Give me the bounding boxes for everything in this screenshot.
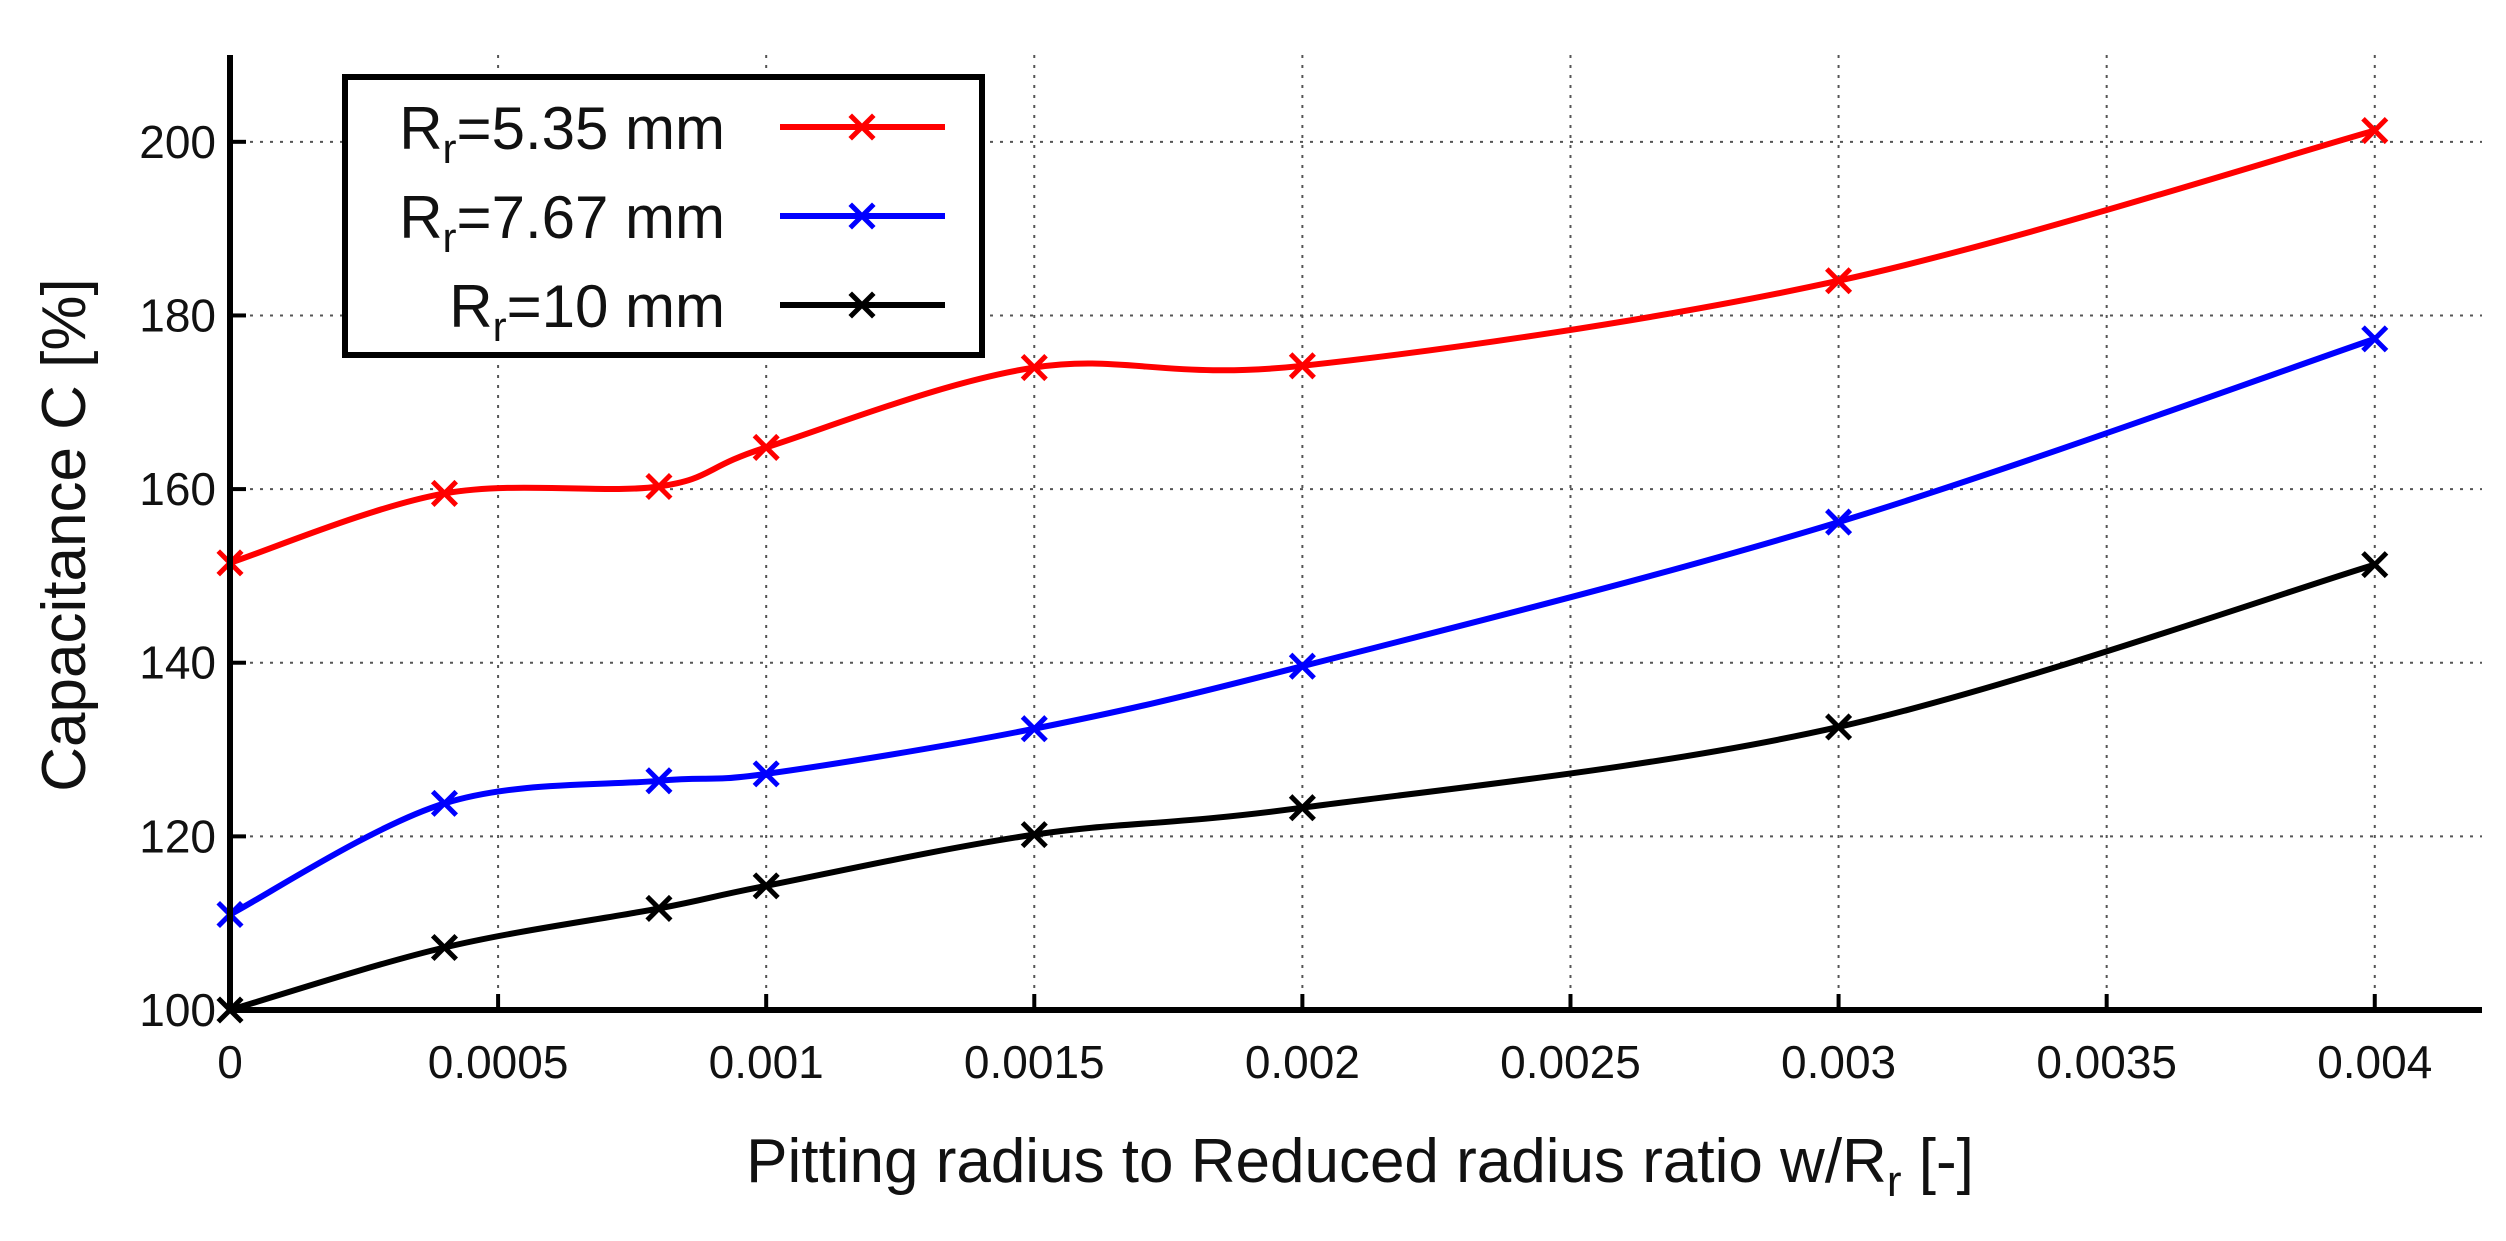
y-tick-label-3: 160 [139,463,216,515]
series-3-point-7-stroke-b [2361,551,2389,579]
series-1-point-5-stroke-b [1288,352,1316,380]
series-3-point-1-stroke-b [430,933,459,962]
series-3-point-6-stroke-b [1825,713,1853,741]
series-1-point-3-stroke-b [752,433,780,461]
legend-label-series-2-suffix: =7.67 mm [457,184,725,251]
series-2-point-4 [1020,715,1048,743]
series-2-point-5-stroke-b [1288,652,1316,680]
y-axis-title: Capacitance C [%] [30,278,99,791]
legend: Rr=5.35 mm Rr=7.67 mm Rr=10 mm [342,74,985,358]
legend-label-series-1: Rr=5.35 mm [399,95,725,172]
x-tick-label-6: 0.003 [1781,1036,1896,1088]
legend-swatch-series-3 [780,291,945,319]
y-tick-label-5: 200 [139,116,216,168]
x-tick-label-8: 0.004 [2317,1036,2432,1088]
x-tick-label-5: 0.0025 [1500,1036,1641,1088]
legend-swatch-marker-3 [848,291,876,319]
legend-label-series-3: Rr=10 mm [449,273,725,350]
series-2-point-1 [430,789,459,817]
x-tick-label-0: 0 [217,1036,243,1088]
legend-label-series-2-name: R [399,184,442,251]
x-axis-title-main: Pitting radius to Reduced radius ratio w… [746,1127,1887,1196]
y-tick-label-0: 100 [139,984,216,1036]
series-3-point-2 [645,894,673,922]
series-layer [216,116,2389,1024]
x-axis-title-suffix: [-] [1902,1127,1974,1196]
series-2-point-3-stroke-b [752,760,780,788]
series-1-point-2-stroke-b [645,472,673,501]
legend-label-series-1-subscript: r [443,125,457,172]
series-1-point-1-stroke-b [430,479,459,507]
series-3-point-4 [1020,821,1048,849]
series-3-point-7 [2361,551,2389,579]
series-2-point-2 [645,767,673,795]
legend-swatch-marker-3-stroke-b [848,291,876,319]
legend-swatch-series-2 [780,202,945,230]
series-3-point-6 [1825,713,1853,741]
series-2-point-6-stroke-b [1825,508,1853,536]
legend-label-series-3-name: R [449,273,492,340]
series-1-point-6 [1825,267,1853,295]
y-tick-label-2: 140 [139,637,216,689]
legend-label-series-2: Rr=7.67 mm [399,184,725,261]
series-2-point-3 [752,760,780,788]
legend-swatch-series-1 [780,113,945,141]
legend-label-series-3-suffix: =10 mm [507,273,725,340]
x-tick-label-3: 0.0015 [964,1036,1105,1088]
legend-label-series-1-name: R [399,95,442,162]
series-2-point-5 [1288,652,1316,680]
x-axis-title: Pitting radius to Reduced radius ratio w… [746,1127,1974,1206]
legend-swatch-marker-2-stroke-b [848,202,876,230]
tick-label-layer: 0 0.0005 0.001 0.0015 0.002 0.0025 0.003 0.0035… [139,116,2432,1088]
series-1-point-7 [2361,116,2389,145]
series-2-point-1-stroke-b [430,789,459,817]
series-1-point-3 [752,433,780,461]
series-3-point-4-stroke-b [1020,821,1048,849]
legend-label-series-2-subscript: r [443,214,457,261]
x-tick-label-1: 0.0005 [428,1036,569,1088]
series-2-point-4-stroke-b [1020,715,1048,743]
legend-label-series-1-suffix: =5.35 mm [457,95,725,162]
series-line-3 [227,561,2378,1013]
series-2-point-2-stroke-b [645,767,673,795]
y-tick-label-4: 180 [139,289,216,341]
series-1-point-1 [430,479,459,507]
series-1-point-4-stroke-b [1020,354,1048,382]
series-3-point-1 [430,933,459,962]
x-axis-title-subscript: r [1887,1157,1902,1206]
series-3-point-3 [752,872,780,900]
series-3-point-5-stroke-b [1288,794,1316,822]
series-1-point-4 [1020,354,1048,382]
x-tick-label-2: 0.001 [709,1036,824,1088]
series-3-point-3-stroke-b [752,872,780,900]
legend-swatch-marker-2 [848,202,876,230]
series-3-point-5 [1288,794,1316,822]
series-2-point-7-stroke-b [2361,325,2389,353]
x-tick-label-7: 0.0035 [2036,1036,2177,1088]
legend-label-series-3-subscript: r [493,303,507,350]
series-line-2 [227,335,2378,918]
axis-layer [227,55,2482,1013]
legend-swatch-marker-1 [848,113,876,141]
series-2-point-7 [2361,325,2389,353]
series-line-1 [227,127,2378,566]
series-1-point-7-stroke-b [2361,116,2389,145]
x-tick-label-4: 0.002 [1245,1036,1360,1088]
series-2-point-6 [1825,508,1853,536]
series-1-point-2 [645,472,673,501]
legend-swatch-marker-1-stroke-b [848,113,876,141]
y-tick-label-1: 120 [139,810,216,862]
series-1-point-6-stroke-b [1825,267,1853,295]
series-1-point-5 [1288,352,1316,380]
series-3-point-2-stroke-b [645,894,673,922]
